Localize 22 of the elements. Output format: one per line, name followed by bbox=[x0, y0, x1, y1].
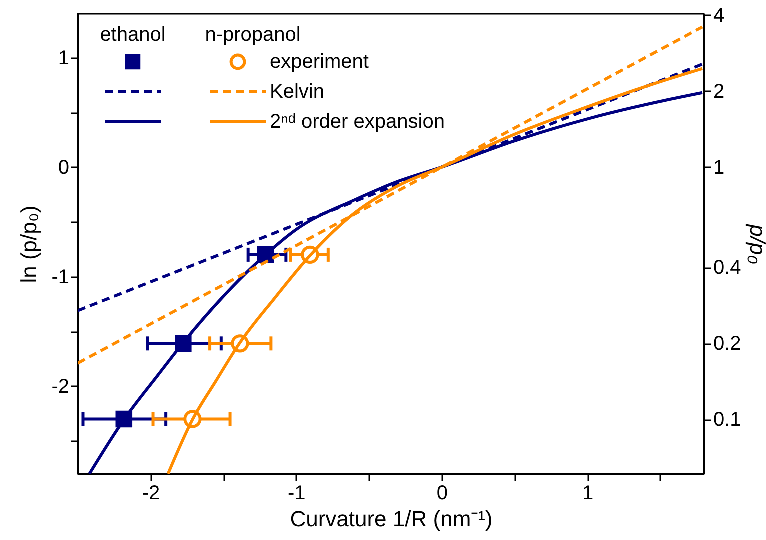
y-tick-label: 0 bbox=[58, 156, 70, 179]
y-tick-label: 1 bbox=[58, 47, 70, 70]
y2-tick-label: 4 bbox=[714, 4, 725, 27]
y-tick-label: -2 bbox=[52, 376, 70, 398]
y2-tick-label: 0.1 bbox=[714, 409, 742, 432]
y2-tick-label: 0.2 bbox=[714, 333, 742, 356]
y2-tick-label: 0.4 bbox=[714, 257, 742, 280]
y2-axis-title: p/p₀ bbox=[745, 224, 766, 264]
annotation: n-propanol bbox=[205, 24, 301, 46]
y2-tick-label: 2 bbox=[714, 80, 725, 103]
y2-tick-label: 1 bbox=[714, 156, 725, 179]
annotation: ethanol bbox=[100, 24, 166, 46]
y-tick-label: -1 bbox=[52, 266, 70, 288]
x-tick-label: 1 bbox=[582, 482, 594, 504]
x-tick-label: 0 bbox=[436, 482, 448, 504]
legend-label: experiment bbox=[270, 51, 370, 73]
x-tick-label: -1 bbox=[288, 482, 306, 504]
legend-label: 2ⁿᵈ order expansion bbox=[270, 111, 445, 133]
legend-label: Kelvin bbox=[270, 81, 324, 103]
x-axis-title: Curvature 1/R (nm⁻¹) bbox=[290, 506, 493, 532]
y-axis-title: ln (p/p₀) bbox=[16, 206, 42, 284]
x-tick-label: -2 bbox=[142, 482, 160, 504]
